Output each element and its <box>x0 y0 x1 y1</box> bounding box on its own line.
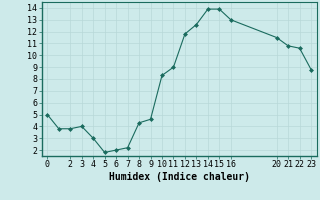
X-axis label: Humidex (Indice chaleur): Humidex (Indice chaleur) <box>109 172 250 182</box>
